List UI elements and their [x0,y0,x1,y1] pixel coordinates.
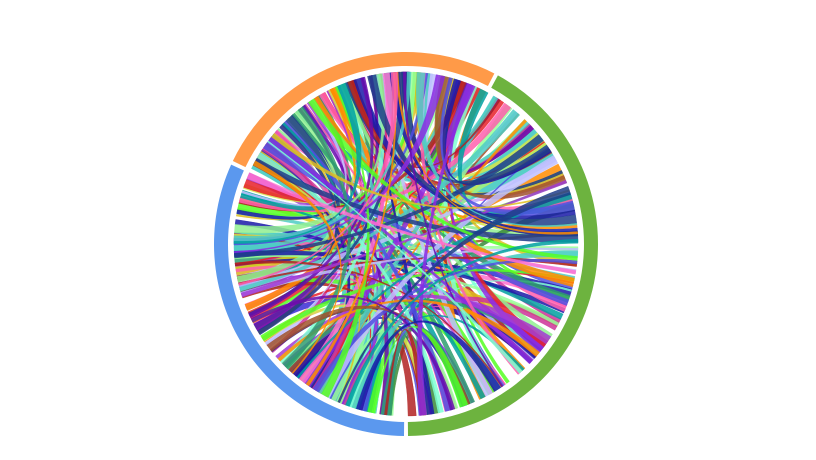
ribbon-192 [257,71,405,336]
ribbon-228 [267,140,523,374]
ribbon-207 [367,74,577,226]
ribbon-215 [250,295,456,411]
ribbon-168 [238,102,512,213]
ribbon-230 [345,238,579,407]
ribbon-226 [233,82,362,244]
ribbon-187 [268,135,533,365]
ribbon-229 [253,160,342,374]
ribbon-220 [246,172,577,275]
ribbon-201 [277,299,540,362]
groups-layer [213,51,599,436]
ribbon-198 [353,77,576,220]
ribbon-206 [240,180,568,298]
group-arc-3 [232,51,495,168]
group-arc-2 [213,164,405,436]
ribbon-227 [337,186,571,403]
ribbon-225 [355,320,502,411]
ribbon-163 [262,141,569,306]
ribbon-217 [384,329,427,416]
ribbon-214 [416,72,578,227]
ribbons-layer [233,71,579,417]
ribbon-221 [238,72,399,286]
ribbon-211 [307,98,578,261]
ribbon-212 [234,134,544,259]
ribbon-202 [233,71,412,244]
